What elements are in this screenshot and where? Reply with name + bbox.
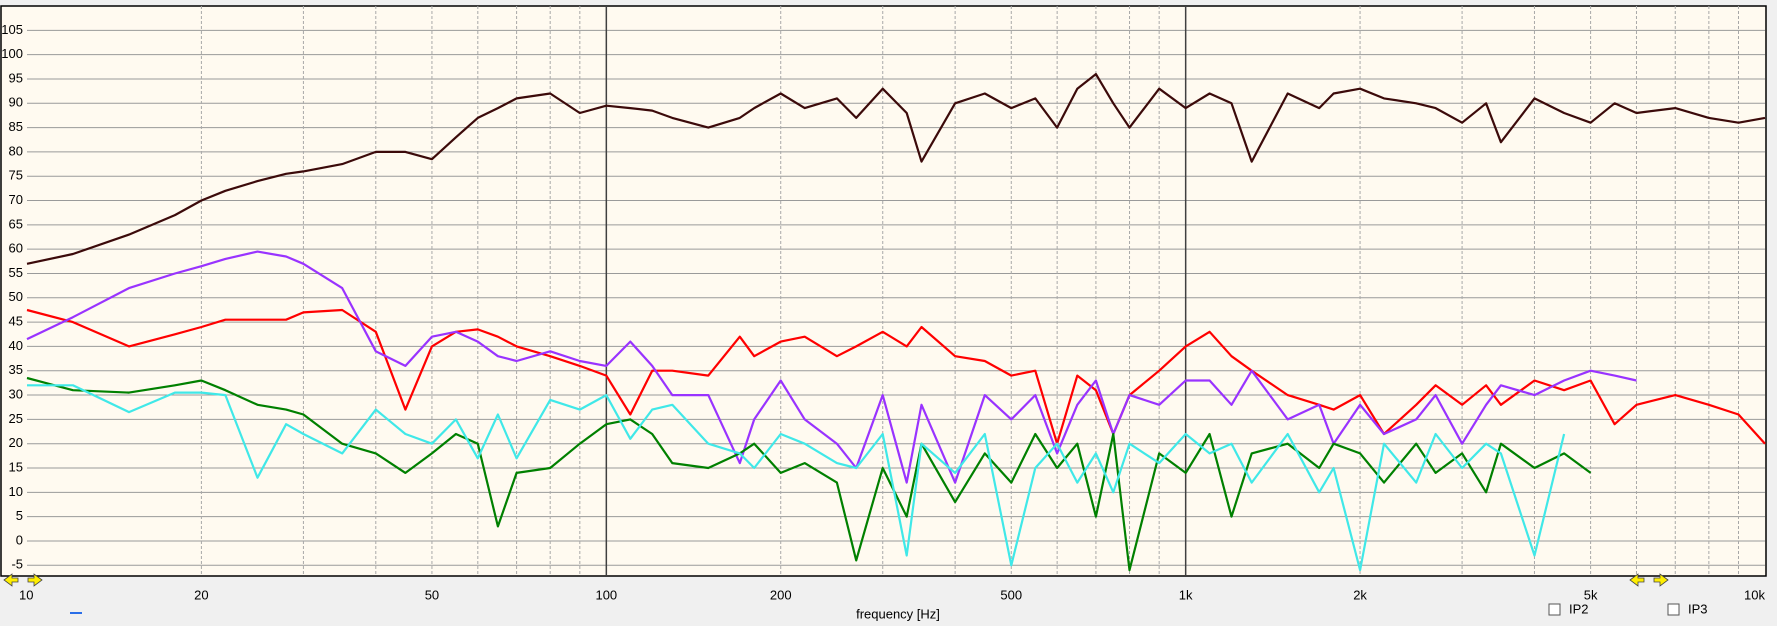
x-tick-label: 50 (425, 587, 439, 602)
y-tick-label: 85 (9, 119, 23, 134)
x-tick-label: 1k (1179, 587, 1193, 602)
arrow[interactable] (3, 573, 19, 587)
series-line (26, 73, 1766, 265)
y-tick-label: 50 (9, 289, 23, 304)
x-tick-label: 200 (770, 587, 792, 602)
y-tick-label: 45 (9, 314, 23, 329)
y-tick-label: 35 (9, 362, 23, 377)
y-tick-label: 10 (9, 484, 23, 499)
arrow[interactable] (1629, 573, 1645, 587)
y-tick-label: 20 (9, 435, 23, 450)
y-tick-label: 55 (9, 265, 23, 280)
checkbox-label[interactable]: IP2 (1569, 601, 1589, 616)
series-line (26, 250, 1637, 484)
y-tick-label: 40 (9, 338, 23, 353)
x-tick-label: 500 (1000, 587, 1022, 602)
y-tick-label: 70 (9, 192, 23, 207)
y-tick-label: 0 (16, 532, 23, 547)
x-tick-label: 20 (194, 587, 208, 602)
x-tick-label: 100 (595, 587, 617, 602)
curves (26, 73, 1766, 572)
y-tick-label: 80 (9, 143, 23, 158)
series-line (26, 308, 1766, 445)
y-tick-label: 90 (9, 95, 23, 110)
arrow[interactable] (27, 573, 43, 587)
y-tick-label: 60 (9, 241, 23, 256)
x-tick-label: 10 (19, 587, 33, 602)
y-tick-label: -5 (11, 557, 23, 572)
checkbox[interactable] (1548, 603, 1561, 616)
grid (27, 6, 1765, 575)
y-tick-label: 105 (1, 22, 23, 37)
y-tick-label: 15 (9, 459, 23, 474)
x-tick-label: 5k (1584, 587, 1598, 602)
y-tick-label: 5 (16, 508, 23, 523)
plot-frame (0, 5, 1767, 577)
cursor-left (3, 573, 43, 587)
y-tick-label: 65 (9, 216, 23, 231)
x-tick-label: 10k (1744, 587, 1765, 602)
arrow[interactable] (1653, 573, 1669, 587)
y-tick-label: 75 (9, 168, 23, 183)
series-line (27, 384, 1566, 572)
y-tick-label: 25 (9, 411, 23, 426)
checkbox-label[interactable]: IP3 (1688, 601, 1708, 616)
checkbox[interactable] (1667, 603, 1680, 616)
cursor-right (1629, 573, 1669, 587)
x-axis-label: frequency [Hz] (856, 606, 940, 621)
y-tick-label: 30 (9, 386, 23, 401)
x-tick-label: 2k (1353, 587, 1367, 602)
series-line (26, 376, 1592, 572)
y-tick-label: 95 (9, 70, 23, 85)
y-tick-label: 100 (1, 46, 23, 61)
